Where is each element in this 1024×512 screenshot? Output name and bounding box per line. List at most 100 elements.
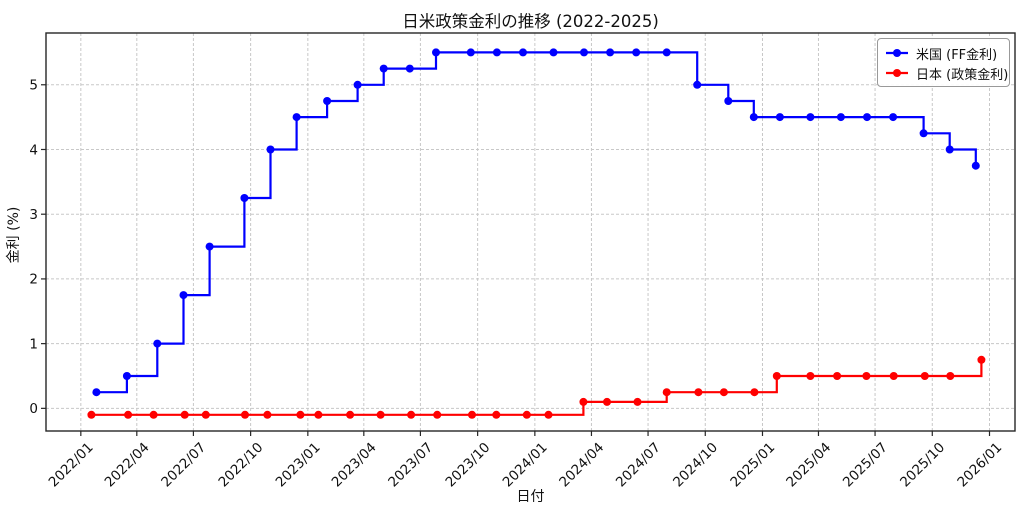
- data-point-us: [549, 48, 558, 57]
- data-point-us: [580, 48, 588, 57]
- data-point-japan: [603, 397, 611, 406]
- data-point-japan: [544, 410, 553, 419]
- data-point-us: [466, 48, 475, 57]
- y-tick-label: 0: [29, 401, 38, 417]
- data-point-us: [405, 64, 414, 73]
- data-point-japan: [662, 388, 671, 397]
- data-point-us: [662, 48, 671, 57]
- data-point-us: [971, 161, 980, 170]
- y-tick-label: 2: [29, 272, 38, 288]
- data-point-japan: [468, 410, 476, 419]
- axes-frame: [45, 32, 1016, 432]
- x-tick-label: 2023/04: [329, 440, 380, 491]
- x-tick-label: 2023/01: [273, 440, 324, 491]
- data-point-japan: [149, 410, 158, 419]
- data-point-japan: [920, 372, 929, 380]
- data-point-japan: [719, 388, 728, 397]
- data-point-japan: [314, 410, 323, 419]
- data-point-us: [153, 339, 162, 348]
- data-point-us: [724, 97, 733, 105]
- legend-item-us: 米国 (FF金利): [885, 44, 1002, 63]
- data-point-us: [693, 80, 702, 89]
- x-tick-label: 2024/01: [500, 440, 551, 491]
- data-point-japan: [750, 388, 759, 397]
- data-point-japan: [579, 397, 588, 406]
- us-line-marker-icon: [886, 49, 908, 57]
- y-axis-label: 金利 (%): [6, 206, 22, 264]
- data-point-japan: [633, 397, 642, 406]
- data-point-us: [240, 194, 249, 202]
- legend-label-us: 米国 (FF金利): [916, 47, 998, 63]
- x-tick-label: 2026/01: [954, 440, 1005, 491]
- legend: 米国 (FF金利) 日本 (政策金利): [877, 38, 1010, 87]
- data-point-us: [266, 145, 275, 154]
- data-point-japan: [201, 410, 210, 419]
- data-point-japan: [124, 410, 133, 419]
- data-point-us: [889, 113, 898, 122]
- data-point-japan: [889, 372, 898, 380]
- data-point-japan: [833, 372, 842, 380]
- y-tick-label: 3: [29, 207, 38, 223]
- data-point-japan: [180, 410, 189, 419]
- data-point-japan: [433, 410, 442, 419]
- data-point-us: [432, 48, 440, 57]
- legend-item-japan: 日本 (政策金利): [885, 64, 1008, 83]
- data-point-us: [519, 48, 527, 57]
- x-tick-label: 2023/10: [442, 440, 493, 491]
- data-point-us: [92, 388, 101, 397]
- japan-line-marker-icon: [886, 69, 908, 77]
- y-tick-label: 1: [29, 336, 38, 352]
- x-tick-label: 2025/07: [840, 440, 891, 491]
- data-point-us: [919, 129, 928, 138]
- y-tick-label: 5: [29, 78, 38, 94]
- data-point-us: [122, 372, 131, 380]
- x-tick-label: 2024/10: [670, 440, 721, 491]
- data-point-japan: [977, 355, 986, 364]
- x-tick-label: 2023/07: [385, 440, 436, 491]
- data-point-us: [323, 97, 332, 105]
- data-point-us: [632, 48, 641, 57]
- data-point-us: [353, 80, 362, 89]
- data-point-japan: [376, 410, 385, 419]
- data-point-japan: [492, 410, 501, 419]
- data-point-us: [775, 113, 784, 122]
- data-point-us: [205, 242, 214, 251]
- data-point-japan: [946, 372, 955, 380]
- x-tick-label: 2022/07: [158, 440, 209, 491]
- data-point-us: [863, 113, 871, 122]
- x-tick-label: 2025/10: [897, 440, 948, 491]
- data-point-japan: [241, 410, 249, 419]
- x-tick-label: 2022/04: [102, 440, 153, 491]
- data-point-us: [492, 48, 501, 57]
- y-tick-label: 4: [29, 142, 38, 158]
- data-point-japan: [87, 410, 96, 419]
- data-point-japan: [407, 410, 416, 419]
- series-line-japan: [91, 359, 983, 416]
- data-point-japan: [522, 410, 531, 419]
- chart-title: 日米政策金利の推移 (2022-2025): [402, 12, 659, 31]
- data-point-japan: [694, 388, 703, 397]
- data-point-japan: [263, 410, 272, 419]
- x-tick-label: 2024/07: [613, 440, 664, 491]
- data-point-us: [749, 113, 758, 122]
- data-point-us: [379, 64, 388, 73]
- data-point-japan: [296, 410, 305, 419]
- data-point-japan: [772, 372, 781, 380]
- data-point-us: [179, 291, 188, 300]
- x-tick-label: 2025/04: [783, 440, 834, 491]
- data-point-us: [836, 113, 845, 122]
- data-point-us: [292, 113, 301, 122]
- data-point-japan: [806, 372, 815, 380]
- x-axis-label: 日付: [516, 489, 545, 505]
- data-point-japan: [346, 410, 355, 419]
- x-tick-label: 2022/10: [215, 440, 266, 491]
- data-point-us: [806, 113, 815, 122]
- legend-label-japan: 日本 (政策金利): [916, 67, 1009, 83]
- data-point-us: [606, 48, 615, 57]
- x-tick-label: 2025/01: [727, 440, 778, 491]
- series-line-us: [96, 51, 977, 394]
- data-point-us: [945, 145, 954, 154]
- data-point-japan: [862, 372, 871, 380]
